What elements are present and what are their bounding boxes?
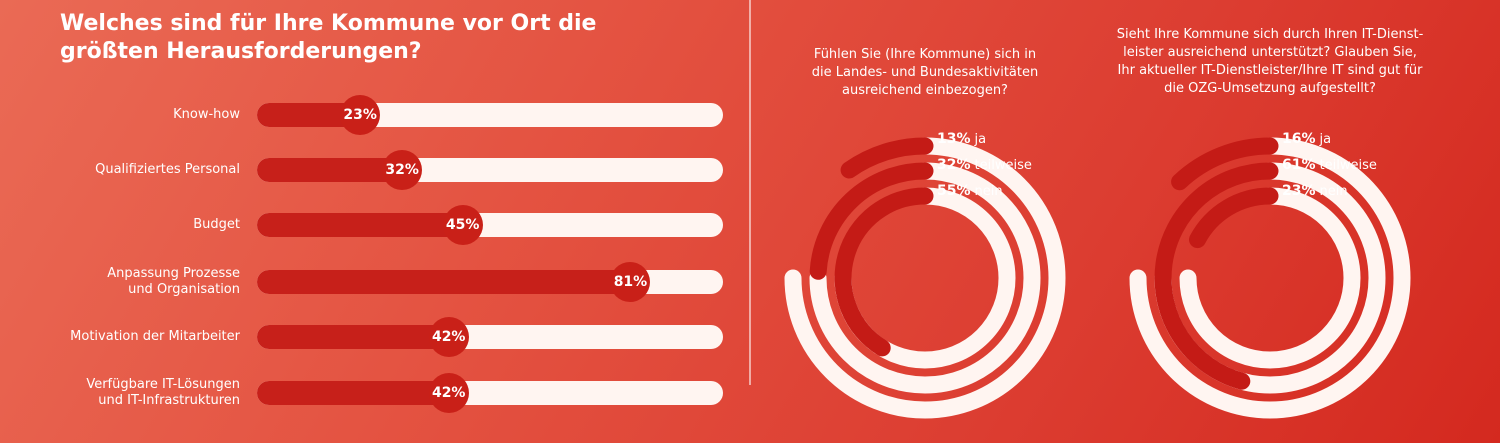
bar-row: Anpassung Prozesse und Organisation 81% bbox=[0, 262, 740, 302]
bar-category-label-line: Motivation der Mitarbeiter bbox=[70, 329, 240, 344]
legend-label: nein bbox=[1319, 184, 1348, 199]
question-line: leister ausreichend unterstützt? Glauben… bbox=[1123, 45, 1417, 60]
legend-value: 16% bbox=[1282, 131, 1316, 147]
bar-category-label-line: und IT-Infrastrukturen bbox=[98, 393, 240, 408]
legend: 16% ja 61% teilweise 23% nein bbox=[1282, 126, 1377, 204]
rings-svg bbox=[784, 137, 1066, 419]
bar-row: Budget 45% bbox=[0, 205, 740, 245]
bar bbox=[257, 158, 403, 182]
bar-value-label: 45% bbox=[442, 205, 483, 245]
bar-track: 45% bbox=[257, 205, 723, 245]
legend: 13% ja 32% teilweise 55% nein bbox=[937, 126, 1032, 204]
bar-category-label-line: Budget bbox=[193, 217, 240, 232]
ring-segment bbox=[1154, 162, 1279, 390]
bar bbox=[257, 213, 463, 237]
question-line: Ihr aktueller IT-Dienstleister/Ihre IT s… bbox=[1117, 63, 1423, 78]
ring-segment bbox=[1171, 137, 1279, 191]
legend-value: 32% bbox=[937, 157, 971, 173]
bar bbox=[257, 381, 449, 405]
question-line: ausreichend einbezogen? bbox=[842, 83, 1008, 98]
bar-track: 42% bbox=[257, 317, 723, 357]
section-divider bbox=[749, 0, 751, 385]
legend-label: nein bbox=[974, 184, 1003, 199]
bar bbox=[257, 270, 631, 294]
rings-svg bbox=[1129, 137, 1411, 419]
bar-value-label: 32% bbox=[382, 150, 423, 190]
ring-segment bbox=[840, 137, 934, 179]
ring-track bbox=[1179, 187, 1361, 369]
bar-category-label-line: und Organisation bbox=[128, 282, 240, 297]
bar-category-label-line: Anpassung Prozesse bbox=[107, 266, 240, 281]
bar-row: Motivation der Mitarbeiter 42% bbox=[0, 317, 740, 357]
ring-segment bbox=[834, 187, 934, 357]
question-text: Sieht Ihre Kommune sich durch Ihren IT-D… bbox=[1100, 26, 1440, 98]
bar-value-label: 23% bbox=[340, 95, 381, 135]
bar-category-label-line: Qualifiziertes Personal bbox=[95, 162, 240, 177]
bar-category-label-line: Know-how bbox=[173, 107, 240, 122]
legend-label: teilweise bbox=[974, 158, 1032, 173]
bar-category-label: Verfügbare IT-Lösungen und IT-Infrastrukt… bbox=[0, 373, 240, 413]
bar-track: 42% bbox=[257, 373, 723, 413]
bar-row: Verfügbare IT-Lösungen und IT-Infrastrukt… bbox=[0, 373, 740, 413]
ring-track bbox=[1129, 137, 1411, 419]
bar-track: 23% bbox=[257, 95, 723, 135]
bar-value-label: 81% bbox=[610, 262, 651, 302]
ring-segment bbox=[809, 162, 934, 280]
legend-item: 61% teilweise bbox=[1282, 152, 1377, 178]
question-line: Fühlen Sie (Ihre Kommune) sich in bbox=[813, 47, 1037, 62]
legend-item: 23% nein bbox=[1282, 178, 1377, 204]
legend-item: 55% nein bbox=[937, 178, 1032, 204]
legend-value: 55% bbox=[937, 183, 971, 199]
question-line: Sieht Ihre Kommune sich durch Ihren IT-D… bbox=[1116, 27, 1424, 42]
bar-category-label: Motivation der Mitarbeiter bbox=[0, 317, 240, 357]
bar-category-label: Budget bbox=[0, 205, 240, 245]
legend-value: 13% bbox=[937, 131, 971, 147]
question-line: die OZG-Umsetzung aufgestellt? bbox=[1164, 81, 1376, 96]
page-title: Welches sind für Ihre Kommune vor Ort di… bbox=[60, 11, 597, 64]
bar-category-label: Know-how bbox=[0, 95, 240, 135]
bar-category-label: Qualifiziertes Personal bbox=[0, 150, 240, 190]
bar bbox=[257, 325, 449, 349]
legend-label: ja bbox=[1319, 132, 1332, 147]
bar-row: Know-how 23% bbox=[0, 95, 740, 135]
ring-segment bbox=[1189, 187, 1279, 249]
legend-label: teilweise bbox=[1319, 158, 1377, 173]
bar-track: 32% bbox=[257, 150, 723, 190]
legend-value: 61% bbox=[1282, 157, 1316, 173]
legend-item: 16% ja bbox=[1282, 126, 1377, 152]
bar-value-label: 42% bbox=[428, 317, 469, 357]
question-text: Fühlen Sie (Ihre Kommune) sich in die Lan… bbox=[790, 46, 1060, 100]
legend-value: 23% bbox=[1282, 183, 1316, 199]
ring-track bbox=[809, 162, 1041, 394]
bar-value-label: 42% bbox=[428, 373, 469, 413]
bar-category-label-line: Verfügbare IT-Lösungen bbox=[86, 377, 240, 392]
question-line: die Landes- und Bundesaktivitäten bbox=[811, 65, 1039, 80]
ring-track bbox=[784, 137, 1066, 419]
legend-item: 13% ja bbox=[937, 126, 1032, 152]
bar-category-label: Anpassung Prozesse und Organisation bbox=[0, 262, 240, 302]
bar-row: Qualifiziertes Personal 32% bbox=[0, 150, 740, 190]
legend-item: 32% teilweise bbox=[937, 152, 1032, 178]
legend-label: ja bbox=[974, 132, 987, 147]
bar-track: 81% bbox=[257, 262, 723, 302]
